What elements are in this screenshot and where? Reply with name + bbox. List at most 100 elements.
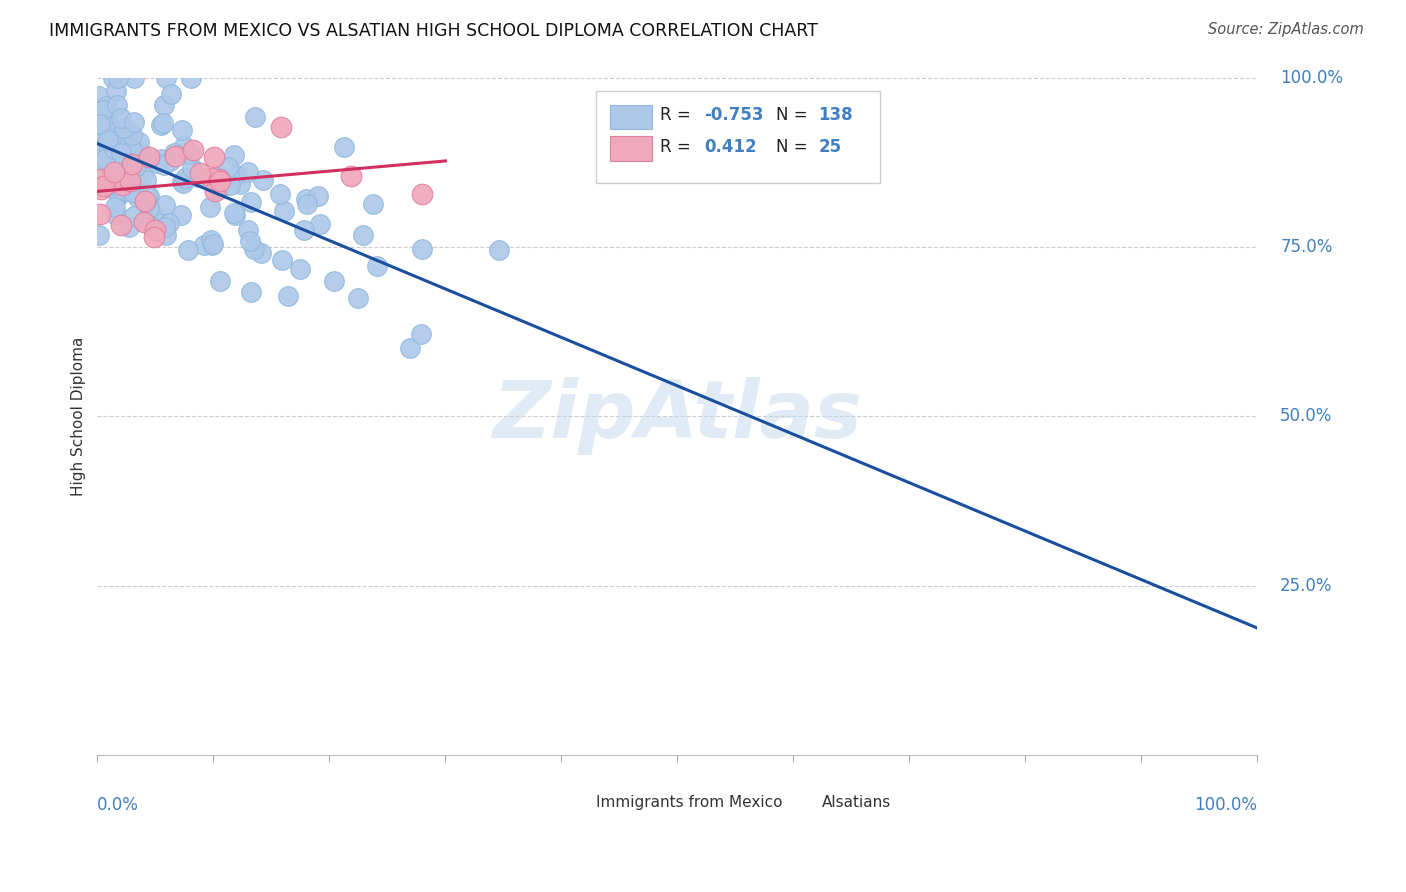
Point [100, 166, 122, 180]
Text: N =: N = [776, 106, 813, 124]
Point [122, 209, 145, 223]
Point [118, 220, 141, 235]
Text: N =: N = [776, 137, 813, 156]
Point [138, 202, 160, 216]
Point [97, 120, 120, 135]
Point [179, 147, 201, 161]
Point [91, 149, 114, 163]
Point [163, 149, 186, 163]
Point [170, 123, 193, 137]
Point [159, 87, 181, 101]
Point [139, 204, 162, 219]
Point [120, 174, 142, 188]
Point [110, 111, 132, 125]
Point [89, 117, 111, 131]
Point [96, 108, 118, 122]
Point [112, 120, 135, 135]
Point [159, 153, 181, 168]
Point [105, 208, 128, 222]
Point [93, 103, 115, 117]
Point [188, 166, 211, 180]
Point [250, 246, 273, 260]
Point [120, 127, 142, 141]
Point [121, 128, 143, 142]
Point [128, 135, 150, 149]
Point [411, 327, 433, 342]
Point [103, 142, 125, 156]
Point [269, 187, 291, 202]
Point [97, 146, 120, 161]
Point [361, 196, 384, 211]
Point [309, 217, 332, 231]
FancyBboxPatch shape [610, 136, 651, 161]
Point [103, 165, 125, 179]
Point [145, 156, 167, 170]
Point [208, 172, 231, 186]
Point [138, 188, 160, 202]
Point [132, 215, 155, 229]
Point [98, 120, 121, 135]
Text: 138: 138 [818, 106, 853, 124]
Point [90, 181, 112, 195]
Point [163, 145, 186, 160]
Point [297, 196, 319, 211]
Point [90, 128, 112, 143]
Point [322, 274, 344, 288]
Point [270, 253, 292, 268]
Text: 0.412: 0.412 [704, 137, 756, 156]
Point [252, 173, 274, 187]
Point [132, 169, 155, 183]
Point [107, 187, 129, 202]
Point [115, 184, 138, 198]
Point [202, 237, 225, 252]
Text: Alsatians: Alsatians [823, 795, 891, 810]
Point [142, 209, 165, 223]
Point [127, 192, 149, 206]
Text: ZipAtlas: ZipAtlas [492, 377, 862, 456]
Point [110, 146, 132, 161]
Point [101, 70, 124, 85]
Point [200, 234, 222, 248]
Text: R =: R = [659, 106, 696, 124]
Point [346, 291, 368, 305]
Point [352, 227, 374, 242]
Point [98, 178, 121, 193]
Point [239, 234, 262, 248]
Point [94, 152, 117, 166]
Text: 100.0%: 100.0% [1194, 796, 1257, 814]
Text: 25: 25 [818, 137, 842, 156]
FancyBboxPatch shape [610, 104, 651, 129]
Point [173, 139, 195, 153]
FancyBboxPatch shape [779, 793, 817, 811]
Point [243, 242, 266, 256]
Point [208, 182, 231, 196]
Point [152, 158, 174, 172]
Point [118, 177, 141, 191]
Point [93, 131, 115, 145]
Point [90, 154, 112, 169]
Point [93, 141, 115, 155]
Point [193, 237, 215, 252]
Point [153, 98, 176, 112]
Point [170, 175, 193, 189]
Point [207, 168, 229, 182]
Point [145, 223, 167, 237]
Point [307, 189, 329, 203]
Point [238, 222, 260, 236]
Point [121, 157, 143, 171]
Point [332, 140, 354, 154]
Point [177, 243, 200, 257]
Point [488, 244, 510, 258]
Text: 25.0%: 25.0% [1281, 577, 1333, 595]
Point [172, 176, 194, 190]
Text: Immigrants from Mexico: Immigrants from Mexico [596, 795, 783, 810]
Point [111, 178, 134, 193]
Point [222, 148, 245, 162]
Text: R =: R = [659, 137, 696, 156]
Text: 50.0%: 50.0% [1281, 408, 1333, 425]
Point [98, 141, 121, 155]
Point [105, 125, 128, 139]
Point [201, 170, 224, 185]
Point [118, 173, 141, 187]
Point [121, 140, 143, 154]
